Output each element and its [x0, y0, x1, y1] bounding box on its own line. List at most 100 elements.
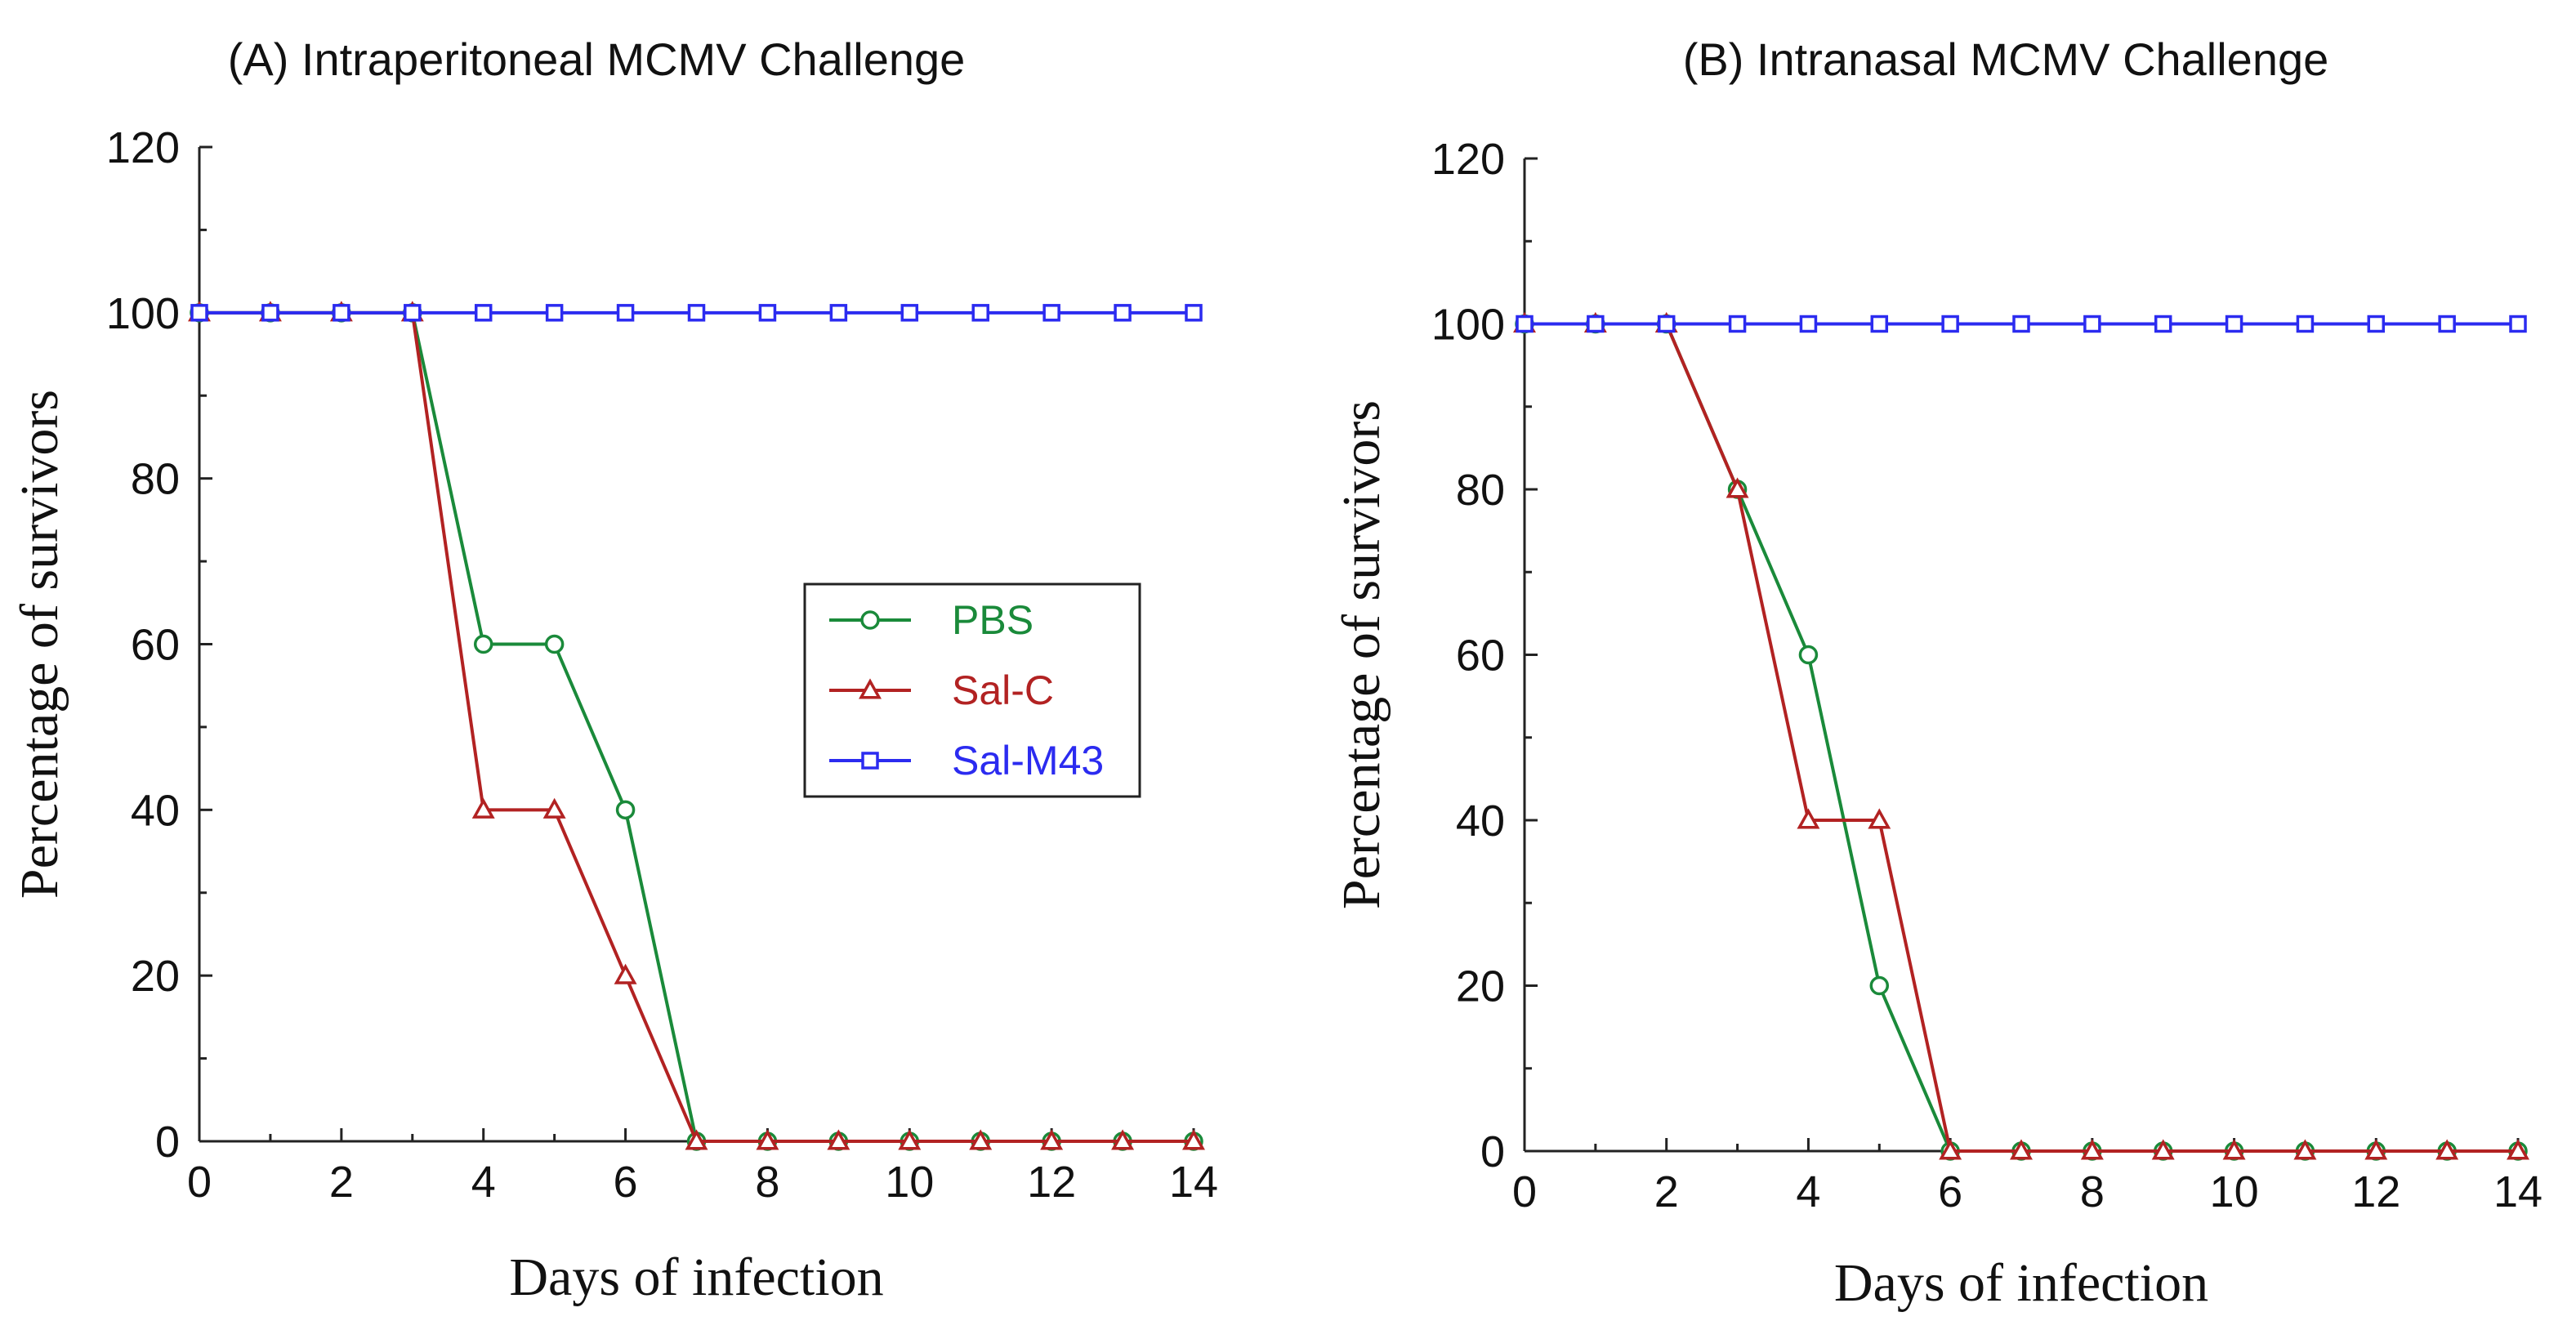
x-axis-label: Days of infection [1834, 1253, 2208, 1313]
data-point [333, 304, 350, 322]
data-point [1726, 477, 1749, 498]
data-point [614, 963, 637, 984]
data-point [900, 304, 919, 322]
data-point [829, 304, 848, 322]
y-axis-label: Percentage of survivors [1332, 400, 1391, 909]
data-point [687, 304, 706, 322]
data-point [545, 304, 564, 322]
y-tick-label: 20 [1456, 962, 1505, 1011]
data-point [404, 304, 422, 322]
data-point [2509, 315, 2527, 333]
data-point [261, 304, 279, 322]
x-tick-label: 14 [2493, 1167, 2543, 1216]
x-tick-label: 4 [1796, 1167, 1820, 1216]
data-point [2012, 315, 2030, 333]
data-point [2083, 315, 2101, 333]
data-point [1798, 645, 1819, 665]
y-tick-label: 20 [131, 952, 180, 1001]
y-tick-label: 40 [131, 786, 180, 835]
series-pbs [1515, 314, 2528, 1161]
legend-label: Sal-C [952, 667, 1054, 713]
data-point [1042, 304, 1060, 322]
legend-marker [859, 678, 882, 699]
data-point [898, 1129, 922, 1150]
y-tick-label: 60 [1456, 632, 1505, 681]
y-tick-label: 80 [1456, 466, 1505, 515]
data-point [1587, 315, 1605, 333]
data-point [1111, 1129, 1135, 1150]
data-point [2507, 1139, 2529, 1160]
data-point [2080, 1139, 2104, 1160]
y-tick-label: 100 [1431, 301, 1505, 350]
data-point [2225, 315, 2243, 333]
x-tick-label: 12 [1027, 1158, 1076, 1207]
series-sal-c [1513, 311, 2529, 1160]
data-point [1657, 315, 1676, 333]
data-point [2293, 1139, 2317, 1160]
data-point [1869, 975, 1890, 996]
data-point [1939, 1139, 1962, 1160]
data-point [544, 634, 565, 654]
series-line [1525, 322, 2518, 1153]
data-point [2438, 315, 2456, 333]
data-point [969, 1129, 993, 1150]
legend-item: Sal-M43 [829, 738, 1104, 783]
data-point [2010, 1139, 2033, 1160]
data-point [971, 304, 989, 322]
x-tick-label: 6 [1938, 1167, 1962, 1216]
legend-item: PBS [829, 597, 1034, 643]
data-point [1040, 1129, 1064, 1150]
data-point [2367, 315, 2386, 333]
y-tick-label: 40 [1456, 797, 1505, 846]
data-point [1516, 315, 1534, 333]
chart-title: (B) Intranasal MCMV Challenge [1683, 33, 2329, 85]
data-point [1941, 315, 1959, 333]
data-point [827, 1129, 850, 1150]
x-tick-label: 2 [1654, 1167, 1679, 1216]
y-tick-label: 120 [1431, 135, 1505, 184]
data-point [2154, 315, 2172, 333]
data-point [758, 304, 777, 322]
series-sal-m43 [1516, 315, 2527, 333]
data-point [542, 797, 566, 819]
data-point [190, 304, 208, 322]
data-point [1870, 315, 1889, 333]
chart-title: (A) Intraperitoneal MCMV Challenge [228, 33, 966, 85]
data-point [471, 797, 495, 819]
data-point [1868, 808, 1891, 829]
x-tick-label: 2 [329, 1158, 354, 1207]
data-point [2364, 1139, 2388, 1160]
y-tick-label: 80 [131, 455, 180, 504]
data-point [1185, 304, 1203, 322]
series-line [1525, 322, 2518, 1153]
y-tick-label: 0 [155, 1118, 180, 1167]
x-tick-label: 0 [187, 1158, 212, 1207]
data-point [756, 1129, 779, 1150]
legend-item: Sal-C [829, 667, 1054, 713]
y-tick-label: 0 [1480, 1127, 1505, 1176]
data-point [2296, 315, 2315, 333]
x-tick-label: 12 [2351, 1167, 2400, 1216]
data-point [615, 800, 636, 820]
x-tick-label: 8 [2080, 1167, 2105, 1216]
legend-marker [861, 752, 879, 770]
data-point [1182, 1129, 1205, 1150]
data-point [2435, 1139, 2459, 1160]
y-tick-label: 60 [131, 621, 180, 670]
x-tick-label: 6 [614, 1158, 638, 1207]
series-sal-m43 [190, 304, 1203, 322]
legend: PBS Sal-C Sal-M43 [803, 582, 1141, 798]
panel-a: (A) Intraperitoneal MCMV Challenge 0 2 4 6 8 1… [10, 33, 1218, 1307]
data-point [1728, 315, 1747, 333]
data-point [2151, 1139, 2175, 1160]
data-point [474, 304, 493, 322]
data-point [2222, 1139, 2246, 1160]
legend-label: PBS [952, 597, 1034, 643]
x-tick-label: 10 [2210, 1167, 2259, 1216]
legend-label: Sal-M43 [952, 738, 1104, 783]
data-point [1799, 315, 1818, 333]
y-tick-label: 100 [106, 289, 180, 338]
y-axis-label: Percentage of survivors [10, 390, 69, 899]
y-tick-label: 120 [106, 123, 180, 172]
